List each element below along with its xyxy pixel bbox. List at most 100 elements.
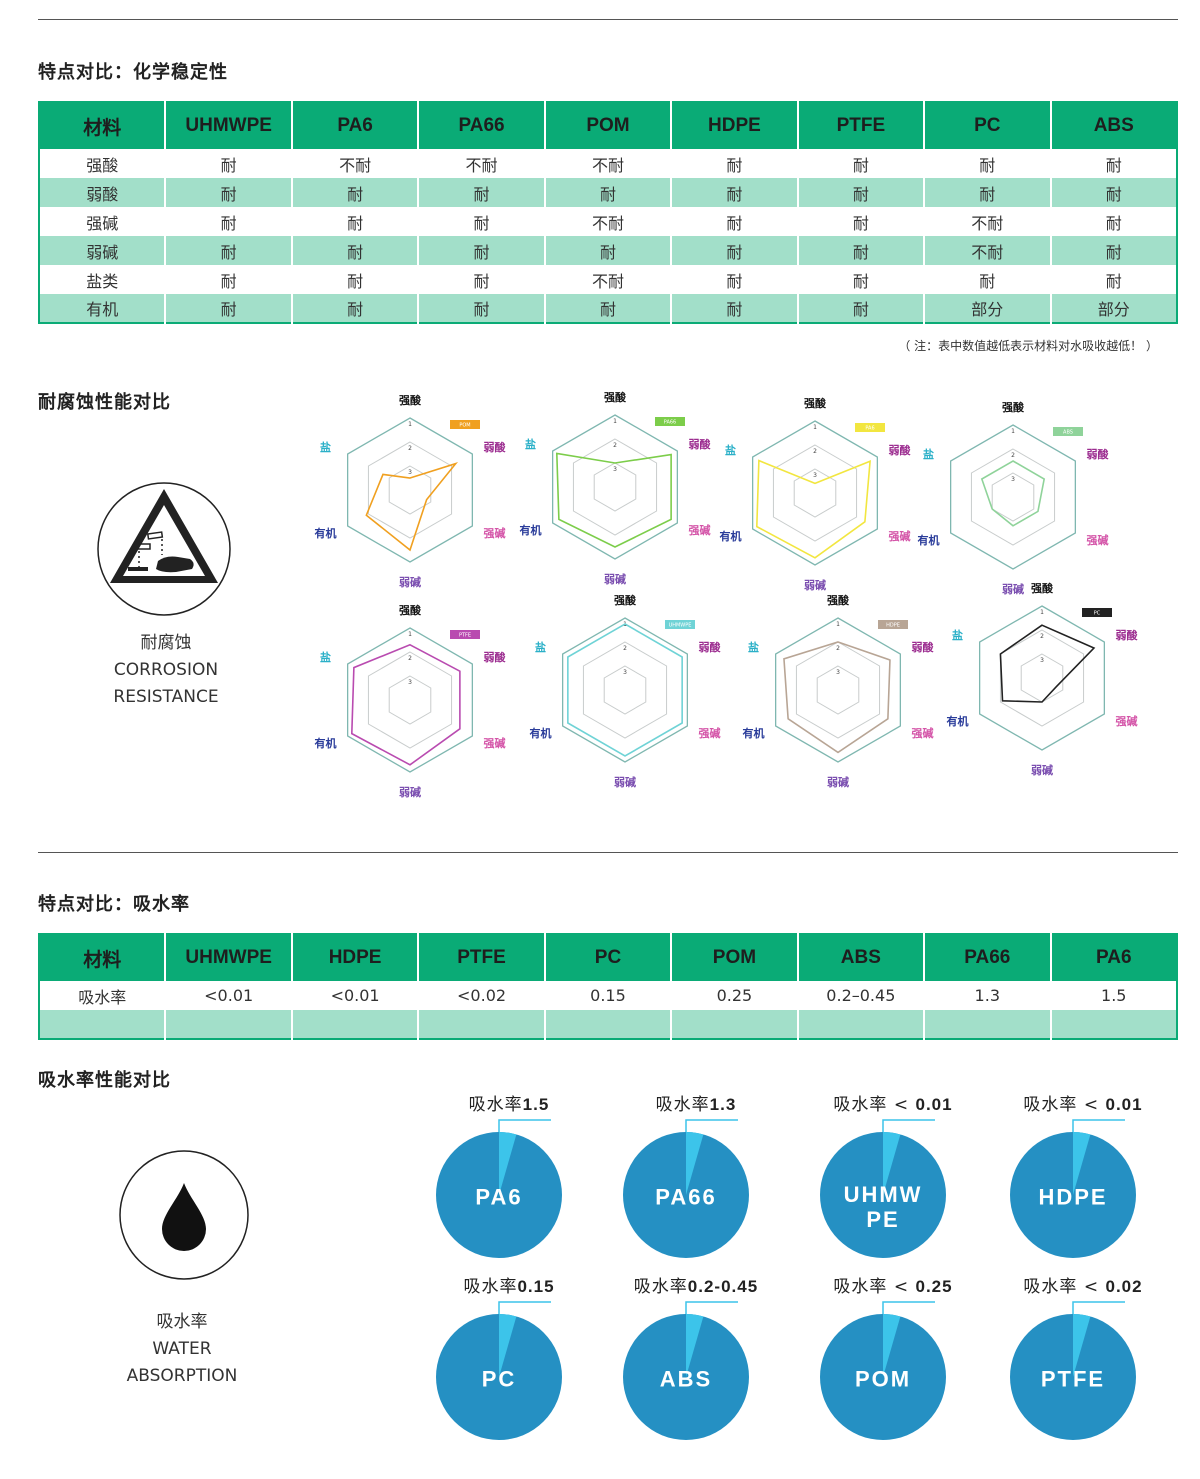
radar-series-pa6 (755, 459, 871, 559)
radar-series-ptfe (350, 643, 461, 766)
radar-axis-label: 盐 (320, 650, 331, 664)
ring-label: 3 (1040, 657, 1044, 664)
radar-legend-swatch (450, 630, 480, 639)
table-cell: 耐 (1049, 236, 1177, 265)
radar-axis-label: 有机 (947, 714, 969, 728)
table-row: 强酸耐不耐 不耐 不耐耐耐耐耐 (39, 149, 1177, 178)
radar-axis-label: 强碱 (1086, 533, 1108, 547)
radar-legend-swatch (665, 620, 695, 629)
ring-label: 1 (408, 421, 412, 428)
section-title-corrosion: 耐腐蚀性能对比 (38, 392, 171, 413)
ring-label: 2 (613, 442, 617, 449)
table-cell: 耐 (796, 207, 925, 236)
radar-axis-label: 强酸 (1031, 581, 1054, 595)
radar-axis-label: 强碱 (483, 736, 505, 750)
table-row: 弱碱耐耐耐耐耐耐不耐耐 (39, 236, 1177, 265)
pie-label-prefix: 吸水率 < (1023, 1095, 1106, 1115)
radar-axis-label: 强碱 (698, 726, 720, 740)
table-cell (543, 1010, 672, 1039)
table-cell: 耐 (923, 178, 1051, 207)
pie-wedge (686, 1132, 704, 1195)
pie-label-value: 0.25 (915, 1277, 953, 1296)
caption-en-line2: RESISTANCE (113, 687, 219, 707)
table-row: 强碱耐耐耐不耐耐耐不耐耐 (39, 207, 1177, 236)
column-header: PTFE (417, 934, 545, 981)
section-title-chemical-stability: 特点对比：化学稳定性 (38, 62, 228, 83)
table-cell: 耐 (1049, 149, 1177, 178)
pie-label-value: 0.02 (1105, 1277, 1143, 1296)
radar-axis-label: 弱酸 (1115, 628, 1138, 642)
table-cell: 不耐 (923, 207, 1051, 236)
ring-label: 2 (813, 448, 817, 455)
table-cell: 耐 (164, 207, 292, 236)
column-header: ABS (796, 934, 925, 981)
table-cell: 不耐 (543, 265, 672, 294)
section-title-water-absorption: 特点对比：吸水率 (38, 894, 190, 915)
table-header-row: 材料 UHMWPE PA6 PA66 POM HDPE PTFE PC ABS (39, 102, 1177, 149)
pie-name-line: ABS (659, 1366, 713, 1392)
radar-ring (603, 665, 647, 715)
radar-axis-label: 有机 (530, 726, 552, 740)
pie-name-line: UHMW (843, 1182, 923, 1207)
table-cell: 耐 (670, 149, 798, 178)
table-cell: 耐 (164, 178, 292, 207)
caption-en-line2: ABSORPTION (126, 1366, 238, 1386)
radar-ring (793, 468, 837, 518)
radar-axis-label: 弱酸 (1086, 447, 1109, 461)
table-cell: 耐 (796, 178, 925, 207)
ring-label: 1 (836, 621, 840, 628)
table-cell: 耐 (290, 265, 419, 294)
table-cell: 0.15 (543, 981, 672, 1010)
pie-name-line: PA6 (475, 1184, 523, 1210)
table-header-row: 材料 UHMWPE HDPE PTFE PC POM ABS PA66 PA6 (39, 934, 1177, 981)
radar-ring (388, 465, 432, 515)
radar-axis-label: 弱酸 (483, 440, 506, 454)
table-note: （ 注：表中数值越低表示材料对水吸收越低！ ） (898, 339, 1158, 353)
table-cell: 耐 (417, 178, 545, 207)
table-cell (923, 1010, 1051, 1039)
radar-axis-label: 弱酸 (911, 640, 934, 654)
pie-material-name: ABS (626, 1367, 746, 1392)
pie-label-value: 0.01 (1105, 1095, 1143, 1114)
chemical-stability-table: 材料 UHMWPE PA6 PA66 POM HDPE PTFE PC ABS 强酸耐不耐 不耐 不耐… (38, 101, 1178, 324)
table-cell: 耐 (417, 207, 545, 236)
pie-name-line: PC (481, 1366, 517, 1392)
table-cell: 强酸 (86, 155, 119, 175)
table-cell: <0.02 (417, 981, 545, 1010)
radar-legend-label: PC (1094, 611, 1101, 617)
pie-leader-line (498, 1301, 551, 1314)
pie-name-line: PTFE (1040, 1366, 1106, 1392)
ring-label: 3 (813, 472, 817, 479)
radar-axis-label: 有机 (720, 529, 742, 543)
column-header: PA6 (1049, 934, 1177, 981)
radar-legend-label: PTFE (459, 633, 471, 639)
radar-legend-swatch (450, 420, 480, 429)
table-cell: 0.25 (670, 981, 798, 1010)
pie-material-name: PTFE (1013, 1367, 1133, 1392)
radar-axis-label: 弱碱 (399, 785, 421, 799)
pie-label-prefix: 吸水率 < (833, 1277, 916, 1297)
ring-label: 1 (1040, 609, 1044, 616)
ring-label: 3 (1011, 476, 1015, 483)
table-cell: 耐 (670, 294, 798, 323)
pie-wedge (499, 1132, 517, 1195)
pie-material-name: PC (439, 1367, 559, 1392)
radar-ring (367, 441, 453, 539)
ring-label: 1 (408, 631, 412, 638)
section-title-water-absorption-compare: 吸水率性能对比 (38, 1070, 171, 1091)
pie-material-name: UHMW PE (823, 1182, 943, 1232)
radar-axis-label: 强碱 (888, 529, 910, 543)
table-cell: 耐 (290, 178, 419, 207)
pie-value-label: 吸水率 < 0.01 (833, 1090, 952, 1115)
radar-ring (772, 444, 858, 542)
radar-legend-swatch (878, 620, 908, 629)
radar-legend-swatch (1053, 427, 1083, 436)
ring-label: 1 (613, 418, 617, 425)
radar-axis-label: 弱酸 (888, 443, 911, 457)
radar-axis-label: 盐 (952, 628, 963, 642)
radar-ring (978, 605, 1106, 751)
pie-chart (436, 1301, 562, 1440)
